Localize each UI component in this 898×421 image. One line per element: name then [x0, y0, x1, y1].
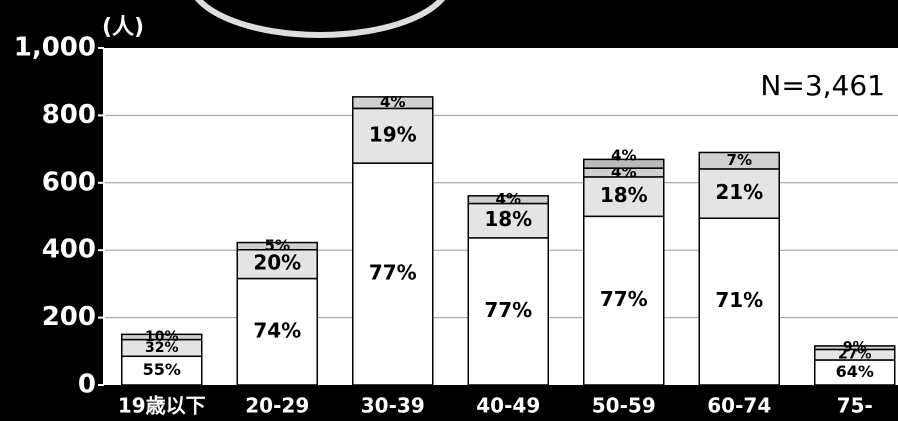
y-axis-label: (人) — [102, 15, 144, 40]
y-tick-label: 200 — [42, 302, 96, 332]
x-tick-label: 50-59 — [592, 394, 656, 418]
bar-segment — [814, 345, 896, 351]
data-label: 7% — [727, 151, 752, 169]
data-label: 77% — [484, 298, 532, 322]
x-tick-label: 30-39 — [361, 394, 425, 418]
bar-segment — [467, 195, 549, 205]
decoration — [194, 0, 446, 38]
bar-segment — [583, 158, 665, 169]
data-label: 74% — [253, 318, 301, 342]
bar-segment — [352, 107, 434, 164]
data-label: 5% — [265, 237, 290, 255]
bar-segment — [814, 359, 896, 386]
data-label: 10% — [145, 329, 179, 345]
data-label: 18% — [484, 207, 532, 231]
bar-segment — [698, 168, 780, 219]
data-label: 77% — [369, 261, 417, 285]
x-tick-label: 75- — [837, 394, 873, 418]
data-label: 4% — [496, 190, 521, 208]
bar-segment — [583, 215, 665, 386]
bar-segment — [121, 333, 203, 341]
x-tick-label: 40-49 — [476, 394, 540, 418]
y-tick-label: 400 — [42, 235, 96, 265]
y-tick-label: 600 — [42, 167, 96, 197]
bar-segment — [236, 277, 318, 386]
x-tick-label: 19歳以下 — [118, 394, 206, 418]
bar-segment — [467, 237, 549, 386]
data-label: 64% — [836, 362, 874, 381]
data-label: 21% — [715, 180, 763, 204]
bar-segment — [236, 248, 318, 280]
x-tick-label: 20-29 — [245, 394, 309, 418]
bar-segment — [698, 151, 780, 170]
bar-segment — [352, 162, 434, 386]
bar-segment — [236, 241, 318, 251]
y-tick-label: 1,000 — [14, 33, 96, 63]
data-label: 32% — [145, 340, 179, 356]
data-label: 71% — [715, 288, 763, 312]
data-label: 4% — [380, 93, 405, 111]
annotation: N=3,461 — [760, 69, 885, 102]
data-label: 9% — [843, 340, 867, 356]
data-label: 27% — [838, 347, 872, 363]
bar-segment — [467, 202, 549, 239]
bar-segment — [583, 176, 665, 218]
data-label: 4% — [611, 146, 636, 164]
data-label: 19% — [369, 122, 417, 146]
data-label: 77% — [600, 287, 648, 311]
bar-segment — [698, 217, 780, 386]
data-label: 18% — [600, 183, 648, 207]
bar-segment — [352, 96, 434, 110]
data-label: 55% — [143, 360, 181, 379]
data-label: 20% — [253, 251, 301, 275]
y-tick-label: 0 — [78, 370, 96, 400]
x-tick-label: 60-74 — [707, 394, 771, 418]
y-tick-label: 800 — [42, 100, 96, 130]
